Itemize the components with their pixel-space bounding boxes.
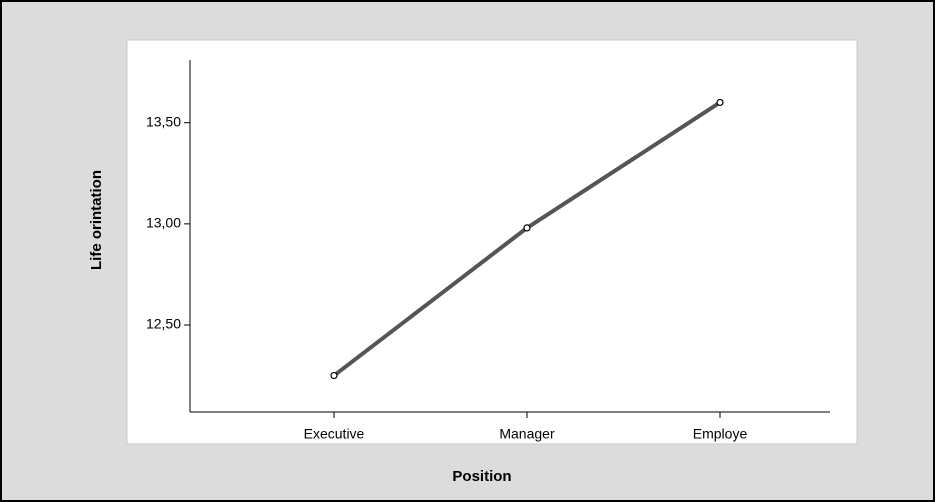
x-axis-label: Position (452, 468, 511, 485)
y-tick-label: 13,00 (146, 215, 181, 231)
x-tick-label: Employe (693, 426, 748, 442)
data-point (716, 98, 724, 107)
data-point (523, 224, 531, 232)
y-tick-label: 12,50 (146, 316, 181, 332)
x-tick-label: Executive (304, 426, 365, 442)
x-tick-label: Manager (499, 426, 555, 442)
y-axis-label: Life orintation (88, 170, 105, 270)
plot-panel (126, 39, 858, 445)
y-tick-label: 13,50 (146, 113, 181, 129)
data-point (330, 371, 338, 380)
